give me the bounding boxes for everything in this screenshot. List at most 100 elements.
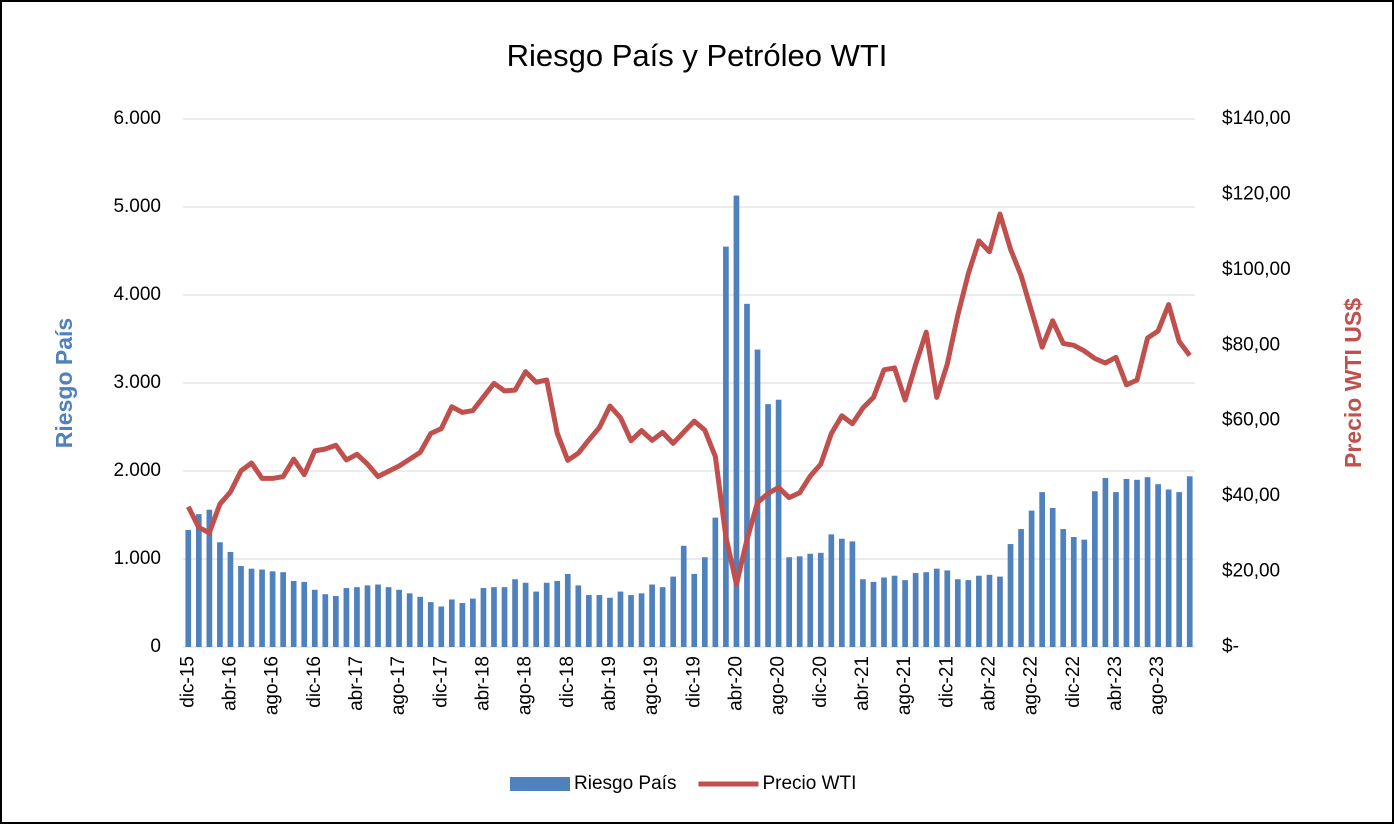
bar — [1144, 477, 1151, 647]
bar — [976, 575, 982, 647]
bar — [765, 404, 771, 647]
x-tick-label: abr-19 — [599, 656, 620, 711]
bar — [1102, 478, 1109, 647]
bar — [1092, 491, 1098, 647]
bar — [881, 577, 887, 647]
bar — [533, 591, 539, 647]
bar — [543, 582, 550, 647]
bar — [1165, 489, 1172, 647]
x-tick-label: dic-21 — [936, 656, 957, 708]
legend-label: Precio WTI — [762, 773, 856, 794]
x-tick-label: abr-20 — [725, 656, 746, 711]
bar — [396, 589, 402, 647]
x-tick-label: dic-18 — [557, 656, 578, 708]
bar — [923, 572, 930, 647]
x-tick-label: dic-22 — [1063, 656, 1084, 708]
y-tick-label: 5.000 — [113, 196, 161, 217]
x-tick-label: abr-17 — [346, 656, 367, 711]
bar — [522, 582, 529, 647]
bar — [1039, 492, 1045, 647]
bar — [564, 573, 571, 647]
bar — [290, 581, 297, 647]
y-tick-label: 1.000 — [113, 548, 161, 569]
bar — [575, 585, 582, 647]
bar — [1028, 510, 1035, 647]
bar — [438, 606, 445, 647]
bar — [206, 509, 213, 647]
bar — [238, 566, 244, 647]
x-tick-label: ago-16 — [262, 656, 283, 715]
bar — [1049, 507, 1056, 647]
bar — [617, 591, 624, 647]
y-tick-label: 2.000 — [113, 460, 161, 481]
bar — [712, 517, 719, 647]
bar — [427, 602, 434, 647]
y-tick-label: 3.000 — [113, 372, 161, 393]
bar — [933, 568, 940, 647]
x-tick-label: ago-21 — [894, 656, 915, 715]
bar — [965, 580, 972, 647]
bar — [607, 597, 613, 647]
bar — [311, 589, 318, 647]
bar — [733, 195, 740, 647]
bar — [817, 552, 824, 647]
bar — [754, 349, 761, 647]
y2-tick-label: $- — [1222, 636, 1239, 657]
bar — [448, 599, 455, 647]
x-tick-label: ago-22 — [1021, 656, 1042, 715]
bar — [828, 534, 835, 647]
legend-label: Riesgo País — [574, 773, 676, 794]
line — [186, 211, 1192, 587]
x-tick-label: abr-16 — [219, 656, 240, 711]
bar — [912, 573, 919, 647]
y-tick-label: 0 — [150, 636, 161, 657]
y2-tick-label: $40,00 — [1222, 485, 1280, 506]
bar — [638, 593, 645, 647]
bar — [649, 584, 655, 647]
bar — [470, 598, 476, 647]
bar — [1186, 476, 1193, 647]
x-tick-label: abr-23 — [1105, 656, 1126, 711]
x-tick-label: ago-19 — [641, 656, 662, 715]
bar — [554, 581, 561, 647]
bar — [659, 587, 666, 647]
x-tick-label: ago-18 — [515, 656, 536, 715]
bar — [997, 576, 1003, 647]
x-tick-label: dic-19 — [683, 656, 704, 708]
bar — [628, 595, 634, 647]
bar — [670, 576, 677, 647]
x-tick-label: ago-17 — [388, 656, 409, 715]
bar — [1113, 492, 1119, 647]
bar — [1018, 529, 1024, 647]
bar — [860, 579, 866, 647]
y2-tick-label: $60,00 — [1222, 410, 1280, 431]
bar — [1155, 484, 1161, 647]
bar — [701, 557, 708, 647]
x-tick-label: abr-21 — [852, 656, 873, 711]
bar — [1070, 537, 1077, 647]
bar — [417, 596, 424, 647]
x-tick-label: abr-18 — [472, 656, 493, 711]
bar — [385, 587, 392, 647]
bar — [954, 579, 961, 647]
chart-title: Riesgo País y Petróleo WTI — [507, 38, 888, 73]
bar — [227, 551, 234, 647]
bar — [280, 572, 286, 647]
x-tick-label: ago-23 — [1147, 656, 1168, 715]
y2-tick-label: $20,00 — [1222, 561, 1280, 582]
bar — [301, 581, 308, 647]
bar — [723, 246, 729, 647]
y-axis-title: Riesgo País — [51, 318, 77, 448]
bar — [744, 303, 750, 647]
bar — [944, 570, 951, 647]
x-tick-label: ago-20 — [768, 656, 789, 715]
y2-tick-label: $120,00 — [1222, 183, 1291, 204]
y2-tick-label: $100,00 — [1222, 259, 1291, 280]
bar — [248, 568, 255, 647]
y2-axis-title: Precio WTI US$ — [1340, 298, 1366, 468]
bar — [691, 573, 698, 647]
bar — [902, 580, 908, 647]
x-tick-label: dic-17 — [430, 656, 451, 708]
